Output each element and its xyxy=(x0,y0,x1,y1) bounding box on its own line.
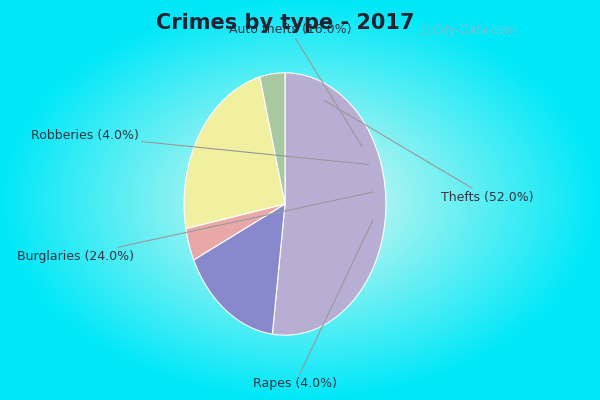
Wedge shape xyxy=(272,73,386,335)
Text: ⓘ City-Data.com: ⓘ City-Data.com xyxy=(422,24,517,37)
Text: Robberies (4.0%): Robberies (4.0%) xyxy=(31,129,368,164)
Text: Thefts (52.0%): Thefts (52.0%) xyxy=(324,100,534,204)
Wedge shape xyxy=(184,77,285,228)
Title: Crimes by type - 2017: Crimes by type - 2017 xyxy=(156,13,414,33)
Text: Auto thefts (16.0%): Auto thefts (16.0%) xyxy=(229,23,362,146)
Text: Rapes (4.0%): Rapes (4.0%) xyxy=(253,220,373,390)
Wedge shape xyxy=(194,204,285,334)
Wedge shape xyxy=(260,73,285,204)
Wedge shape xyxy=(186,204,285,260)
Text: Burglaries (24.0%): Burglaries (24.0%) xyxy=(17,192,373,263)
